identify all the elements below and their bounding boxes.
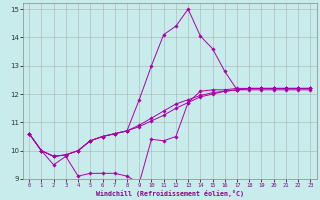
X-axis label: Windchill (Refroidissement éolien,°C): Windchill (Refroidissement éolien,°C) bbox=[96, 190, 244, 197]
